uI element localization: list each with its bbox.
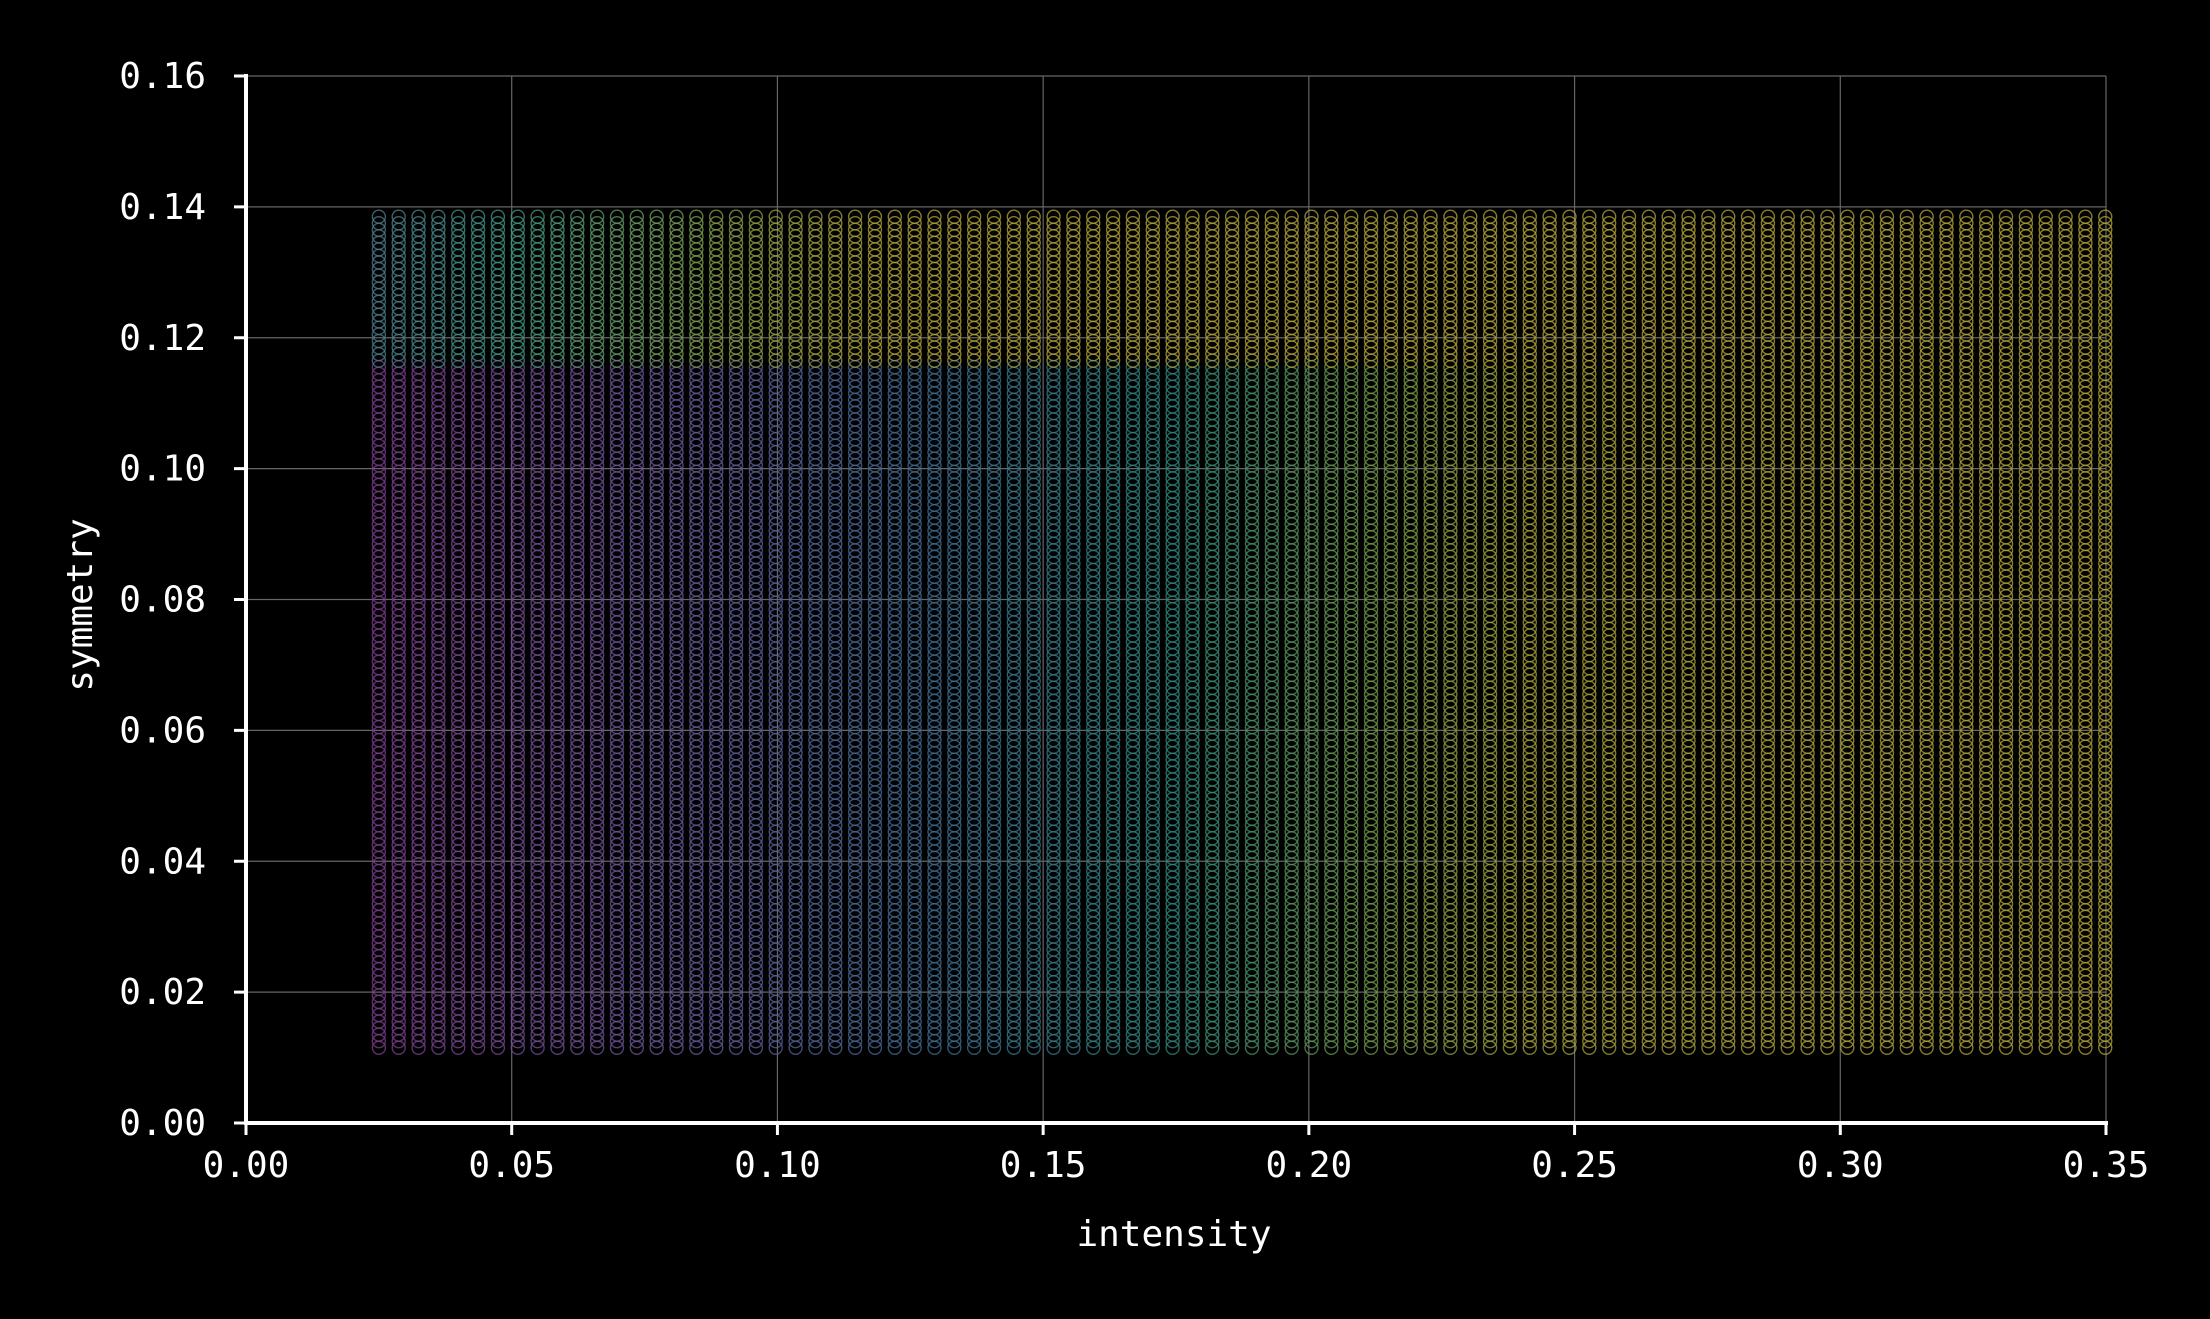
chart-background: [0, 0, 2210, 1314]
